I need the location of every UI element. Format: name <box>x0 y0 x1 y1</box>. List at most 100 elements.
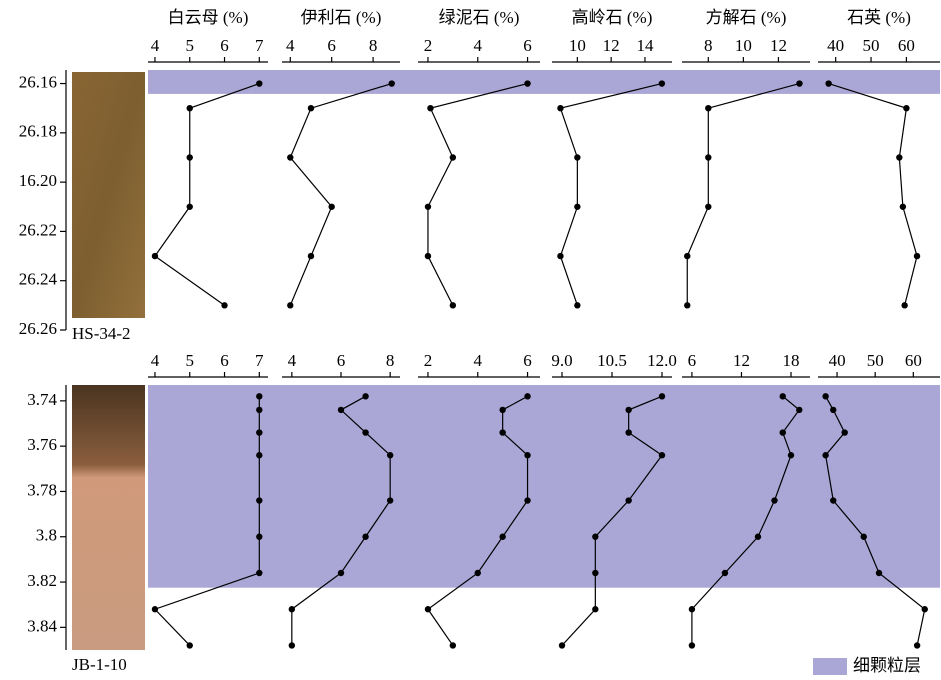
x-tick-label: 6 <box>523 351 532 370</box>
data-point <box>659 393 665 399</box>
x-tick-label: 4 <box>474 36 483 55</box>
data-point <box>574 302 580 308</box>
data-point <box>450 302 456 308</box>
panel-title: 伊利石 (%) <box>301 8 382 27</box>
x-tick-label: 4 <box>474 351 483 370</box>
data-point <box>780 429 786 435</box>
data-point <box>896 154 902 160</box>
x-tick-label: 6 <box>327 36 336 55</box>
data-point <box>822 393 828 399</box>
profile-line <box>560 84 661 306</box>
data-point <box>659 80 665 86</box>
data-point <box>755 534 761 540</box>
data-point <box>289 642 295 648</box>
data-point <box>900 204 906 210</box>
data-point <box>684 253 690 259</box>
data-point <box>187 154 193 160</box>
x-tick-label: 6 <box>688 351 697 370</box>
data-point <box>256 534 262 540</box>
data-point <box>308 105 314 111</box>
panel-title: 石英 (%) <box>847 8 911 27</box>
x-tick-label: 5 <box>185 36 194 55</box>
data-point <box>876 570 882 576</box>
profile-line <box>687 84 799 306</box>
data-point <box>425 253 431 259</box>
legend-swatch <box>813 658 847 675</box>
y-tick-label: 3.74 <box>27 390 57 409</box>
data-point <box>362 393 368 399</box>
data-point <box>475 570 481 576</box>
fine-layer-band <box>148 385 940 588</box>
data-point <box>822 452 828 458</box>
data-point <box>256 407 262 413</box>
data-point <box>338 570 344 576</box>
data-point <box>256 429 262 435</box>
y-tick-label: 26.26 <box>19 319 57 338</box>
data-point <box>592 606 598 612</box>
y-tick-label: 26.16 <box>19 72 57 91</box>
data-point <box>187 204 193 210</box>
data-point <box>187 105 193 111</box>
data-point <box>524 452 530 458</box>
panel-title: 高岭石 (%) <box>572 8 653 27</box>
data-point <box>788 452 794 458</box>
y-tick-label: 3.84 <box>27 616 57 635</box>
x-tick-label: 10 <box>735 36 752 55</box>
x-tick-label: 12 <box>733 351 750 370</box>
data-point <box>524 393 530 399</box>
data-point <box>689 606 695 612</box>
core-photo <box>72 72 145 318</box>
x-tick-label: 40 <box>829 351 846 370</box>
data-point <box>425 204 431 210</box>
x-tick-label: 5 <box>185 351 194 370</box>
data-point <box>796 80 802 86</box>
y-tick-label: 3.78 <box>27 480 57 499</box>
data-point <box>362 429 368 435</box>
panel-title: 绿泥石 (%) <box>439 8 520 27</box>
data-point <box>338 407 344 413</box>
x-tick-label: 4 <box>286 36 295 55</box>
data-point <box>524 80 530 86</box>
y-tick-label: 3.8 <box>36 526 57 545</box>
x-tick-label: 50 <box>863 36 880 55</box>
data-point <box>256 570 262 576</box>
data-point <box>387 497 393 503</box>
data-point <box>389 80 395 86</box>
x-tick-label: 12.0 <box>647 351 677 370</box>
data-point <box>574 154 580 160</box>
data-point <box>914 253 920 259</box>
x-tick-label: 8 <box>704 36 713 55</box>
y-tick-label: 26.18 <box>19 122 57 141</box>
core-photo <box>72 385 145 650</box>
x-tick-label: 6 <box>523 36 532 55</box>
panel-title: 方解石 (%) <box>706 8 787 27</box>
data-point <box>387 452 393 458</box>
data-point <box>450 154 456 160</box>
profile-line <box>155 84 259 306</box>
data-point <box>450 642 456 648</box>
data-point <box>689 642 695 648</box>
data-point <box>308 253 314 259</box>
data-point <box>557 253 563 259</box>
x-tick-label: 6 <box>337 351 346 370</box>
x-tick-label: 60 <box>898 36 915 55</box>
data-point <box>152 253 158 259</box>
legend-label: 细颗粒层 <box>853 656 921 675</box>
data-point <box>256 393 262 399</box>
data-point <box>722 570 728 576</box>
data-point <box>256 452 262 458</box>
data-point <box>287 302 293 308</box>
data-point <box>362 534 368 540</box>
data-point <box>914 642 920 648</box>
data-point <box>705 105 711 111</box>
chart: 26.1626.1816.2026.2226.2426.26HS-34-2456… <box>0 0 941 680</box>
page: {"chart_data": [ {"type": "line", "core"… <box>0 0 941 680</box>
data-point <box>592 534 598 540</box>
x-tick-label: 7 <box>255 351 264 370</box>
data-point <box>256 80 262 86</box>
data-point <box>830 407 836 413</box>
x-tick-label: 12 <box>603 36 620 55</box>
y-tick-label: 26.24 <box>19 270 58 289</box>
x-tick-label: 50 <box>867 351 884 370</box>
data-point <box>328 204 334 210</box>
